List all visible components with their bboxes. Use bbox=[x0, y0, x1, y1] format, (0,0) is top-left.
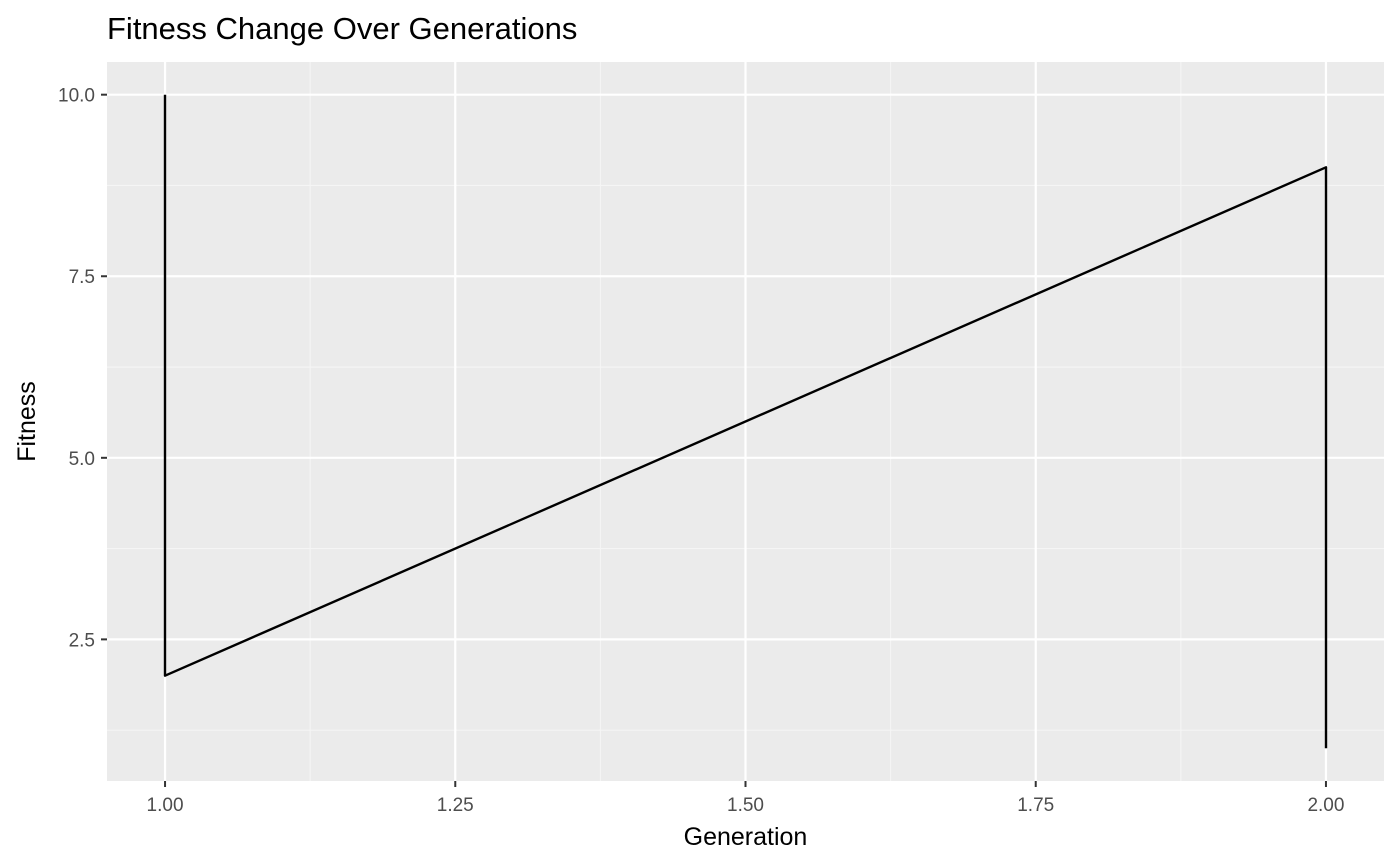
x-axis-title: Generation bbox=[684, 823, 808, 851]
x-tick-label: 1.75 bbox=[1017, 795, 1054, 816]
y-tick-label: 5.0 bbox=[69, 449, 95, 470]
series-layer bbox=[163, 94, 1328, 749]
x-tick-label: 1.00 bbox=[147, 795, 184, 816]
x-axis: 1.00 1.25 1.50 1.75 2.00 bbox=[147, 781, 1344, 816]
y-tick-label: 10.0 bbox=[58, 86, 95, 107]
series-line-1 bbox=[163, 94, 1328, 749]
chart-title: Fitness Change Over Generations bbox=[107, 11, 577, 46]
x-tick-label: 1.25 bbox=[437, 795, 474, 816]
y-tick-label: 2.5 bbox=[69, 630, 95, 651]
y-axis-title: Fitness bbox=[13, 381, 41, 462]
y-tick-label: 7.5 bbox=[69, 267, 95, 288]
x-tick-label: 1.50 bbox=[727, 795, 764, 816]
x-tick-label: 2.00 bbox=[1307, 795, 1344, 816]
y-axis: 2.5 5.0 7.5 10.0 bbox=[58, 86, 107, 651]
